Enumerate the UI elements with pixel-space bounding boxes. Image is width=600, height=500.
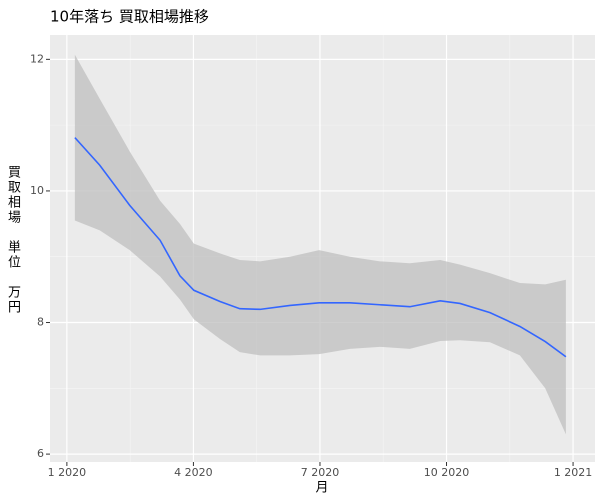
y-axis-label: 買取相場 単位 万円 <box>5 165 20 315</box>
x-axis-label: 月 <box>315 481 328 496</box>
x-tick-label: 10 2020 <box>424 466 470 479</box>
x-tick-label: 1 2020 <box>48 466 87 479</box>
x-tick-label: 4 2020 <box>174 466 213 479</box>
trend-line <box>74 137 567 358</box>
y-tick-label: 10 <box>30 184 44 197</box>
x-tick-label: 7 2020 <box>301 466 340 479</box>
y-tick-label: 8 <box>37 316 44 329</box>
x-tick-label: 1 2021 <box>554 466 593 479</box>
y-tick-label: 6 <box>37 447 44 460</box>
confidence-band <box>74 54 566 435</box>
y-tick-label: 12 <box>30 52 44 65</box>
chart-title: 10年落ち 買取相場推移 <box>50 8 209 26</box>
